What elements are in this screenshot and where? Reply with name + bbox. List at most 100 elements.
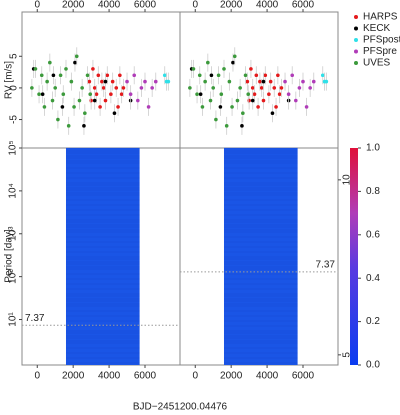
legend-marker bbox=[354, 49, 358, 54]
legend-label: HARPS bbox=[363, 12, 398, 23]
x-tick-label: 0 bbox=[34, 371, 40, 382]
point bbox=[103, 79, 108, 84]
y-tick-label: 10³ bbox=[8, 226, 19, 241]
y-tick-label: 5 bbox=[342, 352, 353, 358]
point bbox=[203, 79, 207, 84]
point bbox=[230, 105, 234, 109]
x-tick-label: 0 bbox=[192, 0, 198, 11]
legend-label: PFSpre bbox=[363, 46, 397, 57]
point bbox=[48, 60, 52, 65]
point bbox=[245, 79, 250, 84]
point bbox=[153, 79, 158, 84]
point bbox=[42, 105, 47, 109]
point bbox=[268, 79, 273, 84]
x-tick-label: 4000 bbox=[256, 371, 279, 382]
colorbar bbox=[350, 148, 358, 365]
point bbox=[40, 92, 45, 97]
point bbox=[191, 67, 196, 71]
point bbox=[114, 86, 119, 90]
legend-label: UVES bbox=[363, 58, 391, 69]
point bbox=[74, 54, 79, 59]
point bbox=[246, 92, 251, 97]
legend-label: PFSpost bbox=[363, 35, 400, 46]
point bbox=[294, 98, 298, 103]
point bbox=[92, 86, 97, 90]
point bbox=[33, 67, 38, 71]
point bbox=[53, 86, 58, 90]
point bbox=[112, 111, 117, 116]
point bbox=[216, 73, 221, 78]
point bbox=[118, 73, 122, 78]
y-tick-label: 10 bbox=[342, 174, 353, 186]
point bbox=[308, 86, 312, 90]
y-tick-label: 0 bbox=[9, 85, 20, 91]
point bbox=[88, 92, 93, 97]
point bbox=[30, 86, 34, 90]
point bbox=[250, 86, 255, 90]
point bbox=[324, 79, 329, 84]
colorbar-tick-label: 0.6 bbox=[366, 229, 380, 240]
point bbox=[128, 92, 133, 97]
point bbox=[259, 86, 264, 90]
point bbox=[252, 92, 257, 97]
point bbox=[50, 98, 55, 103]
point bbox=[92, 98, 97, 103]
point bbox=[103, 98, 108, 103]
heatmap bbox=[65, 148, 140, 365]
colorbar-tick-label: 0.8 bbox=[366, 186, 380, 197]
point bbox=[83, 111, 87, 116]
legend-marker bbox=[354, 15, 358, 19]
x-tick-label: 6000 bbox=[292, 0, 315, 11]
y-tick-label: 10⁵ bbox=[8, 140, 19, 155]
point bbox=[80, 86, 84, 90]
point bbox=[227, 79, 232, 84]
x-tick-label: 6000 bbox=[134, 0, 157, 11]
point bbox=[56, 117, 60, 122]
point bbox=[73, 60, 77, 65]
x-tick-label: 4000 bbox=[256, 0, 279, 11]
point bbox=[87, 79, 92, 84]
point bbox=[235, 98, 240, 103]
legend-marker bbox=[354, 26, 358, 31]
colorbar-tick-label: 0.0 bbox=[366, 360, 380, 371]
point bbox=[256, 105, 260, 109]
point bbox=[286, 92, 291, 97]
legend-marker bbox=[354, 38, 358, 42]
point bbox=[77, 98, 82, 103]
point bbox=[139, 86, 144, 90]
point bbox=[283, 79, 287, 84]
y-tick-label: 10⁴ bbox=[8, 183, 19, 198]
point bbox=[209, 73, 214, 78]
point bbox=[121, 86, 126, 90]
point bbox=[249, 67, 253, 71]
x-tick-label: 4000 bbox=[98, 0, 121, 11]
x-tick-label: 2000 bbox=[220, 0, 243, 11]
colorbar-tick-label: 0.2 bbox=[366, 316, 380, 327]
point bbox=[69, 79, 74, 84]
point bbox=[301, 79, 305, 84]
heatmap bbox=[223, 148, 298, 365]
point bbox=[132, 73, 137, 78]
x-tick-label: 0 bbox=[192, 371, 198, 382]
point bbox=[143, 79, 147, 84]
point bbox=[61, 92, 66, 97]
point bbox=[94, 92, 99, 97]
point bbox=[263, 73, 268, 78]
legend-label: KECK bbox=[363, 23, 391, 34]
point bbox=[297, 86, 302, 90]
annotation-label: 7.37 bbox=[25, 313, 45, 324]
point bbox=[320, 73, 325, 78]
point bbox=[116, 105, 120, 109]
point bbox=[162, 73, 167, 78]
point bbox=[58, 73, 63, 78]
point bbox=[238, 86, 242, 90]
y-axis-label: Period [day] bbox=[4, 229, 15, 283]
point bbox=[66, 124, 71, 128]
annotation-label: 7.37 bbox=[316, 260, 336, 271]
point bbox=[261, 79, 266, 84]
point bbox=[311, 79, 316, 84]
point bbox=[224, 124, 229, 128]
point bbox=[214, 117, 218, 122]
point bbox=[136, 98, 140, 103]
